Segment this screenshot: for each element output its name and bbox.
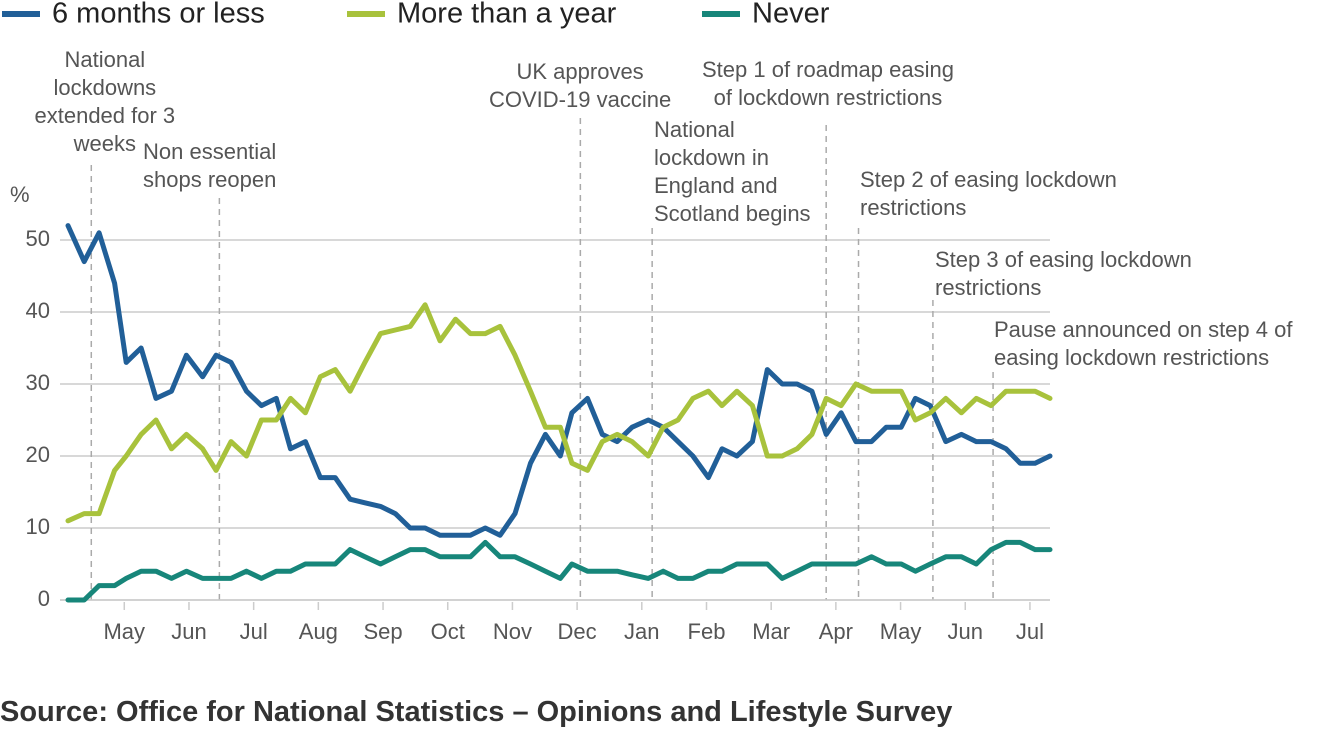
- annotation: Non essential shops reopen: [143, 139, 277, 192]
- x-tick-label: Jun: [948, 619, 983, 644]
- annotation: Step 3 of easing lockdown restrictions: [935, 247, 1192, 300]
- y-tick-label: 50: [26, 226, 50, 251]
- series-line: [65, 302, 1053, 524]
- x-tick-label: Mar: [752, 619, 790, 644]
- annotation: UK approves COVID-19 vaccine: [489, 59, 672, 112]
- annotation: Step 1 of roadmap easing of lockdown res…: [702, 57, 954, 110]
- y-tick-label: 30: [26, 370, 50, 395]
- legend-label: More than a year: [397, 0, 617, 30]
- x-tick-label: Dec: [558, 619, 597, 644]
- x-tick-label: Sep: [363, 619, 402, 644]
- legend-label: Never: [752, 0, 830, 30]
- y-tick-label: 20: [26, 442, 50, 467]
- annotation: Step 2 of easing lockdown restrictions: [860, 167, 1117, 220]
- y-tick-label: 40: [26, 298, 50, 323]
- y-axis-label: %: [10, 182, 30, 207]
- series-line: [65, 223, 1053, 538]
- legend-label: 6 months or less: [52, 0, 265, 30]
- annotation: National lockdown in England and Scotlan…: [654, 117, 811, 226]
- x-tick-label: Jan: [624, 619, 659, 644]
- x-tick-label: Jul: [1016, 619, 1044, 644]
- x-tick-label: Oct: [431, 619, 465, 644]
- source: Source: Office for National Statistics –…: [0, 696, 953, 728]
- annotation: National lockdowns extended for 3 weeks: [34, 47, 176, 156]
- x-tick-label: Nov: [493, 619, 532, 644]
- x-tick-label: Aug: [299, 619, 338, 644]
- x-tick-label: Feb: [688, 619, 726, 644]
- series-line: [65, 539, 1053, 603]
- x-tick-label: Jul: [240, 619, 268, 644]
- x-tick-label: Jun: [171, 619, 206, 644]
- x-tick-label: Apr: [819, 619, 853, 644]
- y-tick-label: 10: [26, 514, 50, 539]
- annotation: Pause announced on step 4 of easing lock…: [994, 317, 1293, 370]
- x-tick-label: May: [880, 619, 922, 644]
- y-tick-label: 0: [38, 586, 50, 611]
- x-tick-label: May: [103, 619, 145, 644]
